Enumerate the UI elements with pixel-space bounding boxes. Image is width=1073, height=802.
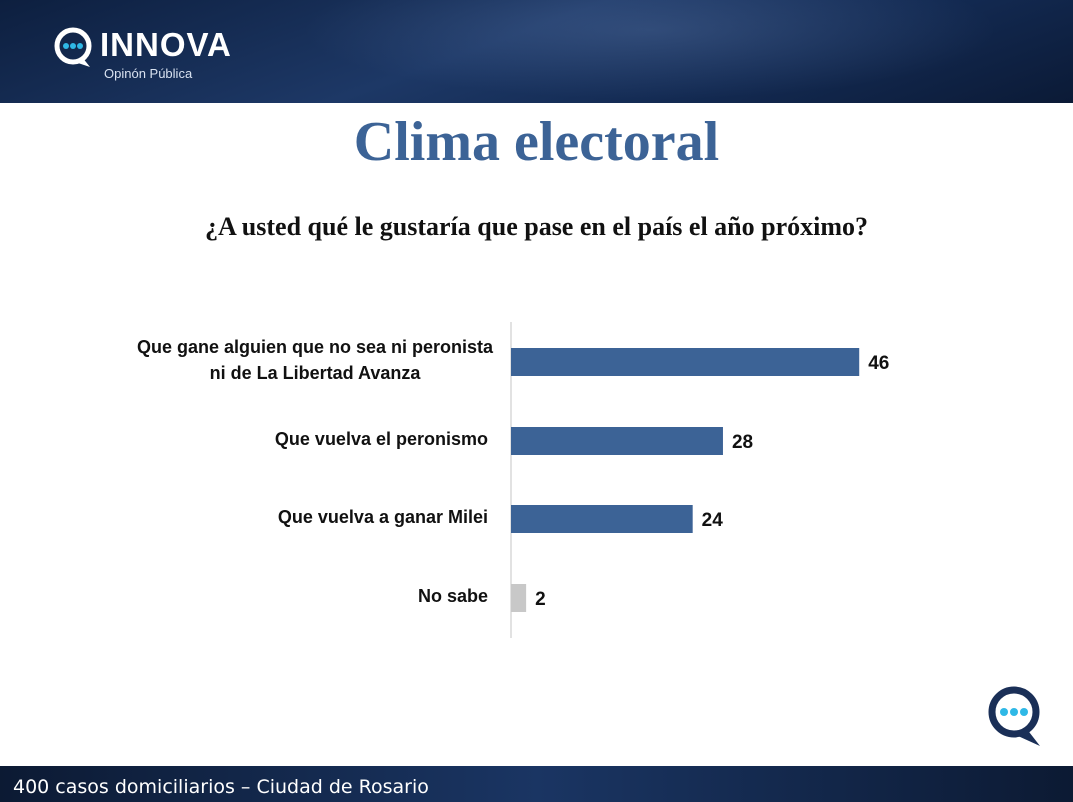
data-label-2: 24 xyxy=(702,510,724,531)
bar-3 xyxy=(511,584,527,612)
category-label-1: Que vuelva el peronismo xyxy=(274,429,488,449)
bar-2 xyxy=(511,505,693,533)
category-label-0: Que gane alguien que no sea ni peronista… xyxy=(136,337,494,383)
page-title: Clima electoral xyxy=(353,111,720,173)
logo-subtitle: Opinón Pública xyxy=(104,66,193,81)
footer-note: 400 casos domiciliarios – Ciudad de Rosa… xyxy=(13,776,429,798)
bar-1 xyxy=(511,427,723,455)
footer-bar: 400 casos domiciliarios – Ciudad de Rosa… xyxy=(0,766,1073,802)
bar-0 xyxy=(511,348,860,376)
logo-wordmark: INNOVA xyxy=(100,26,232,63)
chat-bubble-icon xyxy=(54,27,92,67)
chat-bubble-icon-corner xyxy=(988,686,1040,746)
category-label-3: No sabe xyxy=(417,586,488,606)
innova-logo: INNOVA Opinón Pública xyxy=(52,22,252,84)
survey-question: ¿A usted qué le gustaría que pase en el … xyxy=(204,212,869,241)
category-label-2: Que vuelva a ganar Milei xyxy=(277,507,488,527)
data-label-0: 46 xyxy=(868,353,889,374)
header-banner: INNOVA Opinón Pública xyxy=(0,0,1073,103)
data-label-3: 2 xyxy=(535,589,546,610)
data-label-1: 28 xyxy=(732,432,753,453)
